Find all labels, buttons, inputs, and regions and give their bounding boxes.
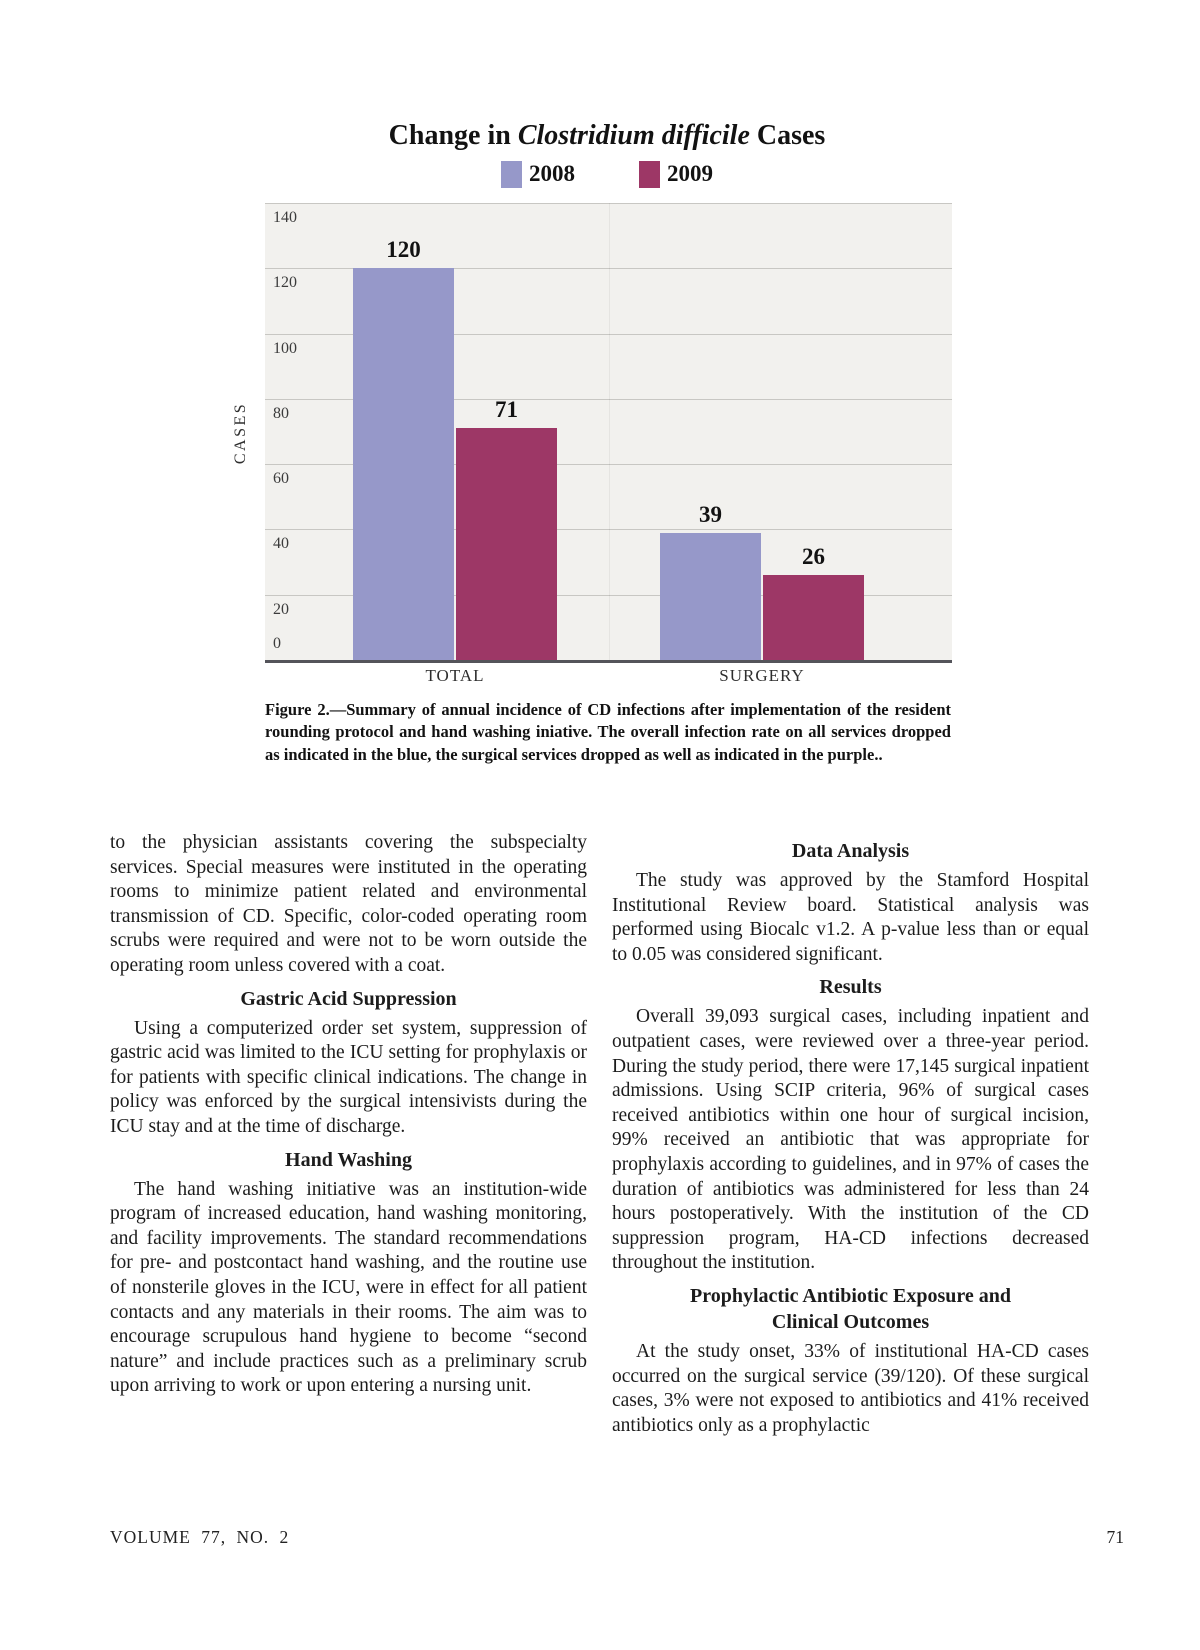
chart-title-italic: Clostridium difficile <box>517 120 750 151</box>
y-tick-label-120: 120 <box>273 274 297 291</box>
bar-2008-surgery <box>660 533 761 660</box>
x-axis-labels: TOTAL SURGERY <box>265 666 952 690</box>
bar-2008-total <box>353 268 454 660</box>
gridline-140 <box>265 203 952 204</box>
section-heading: Prophylactic Antibiotic Exposure and Cli… <box>690 1284 1011 1333</box>
y-tick-label-40: 40 <box>273 535 289 552</box>
legend-label-2009: 2009 <box>667 161 713 186</box>
x-category-label-surgery: SURGERY <box>719 666 805 685</box>
body-paragraph: The hand washing initiative was an insti… <box>110 1178 587 1397</box>
gridline-120 <box>265 268 952 269</box>
bar-value-2008-total: 120 <box>386 237 421 262</box>
bar-2009-total <box>456 428 557 660</box>
legend-label-2008: 2008 <box>529 161 575 186</box>
legend-swatch-2008 <box>501 160 522 188</box>
footer-volume: VOLUME 77, NO. 2 <box>110 1527 290 1547</box>
legend-item-2009: 2009 <box>639 160 713 188</box>
bar-value-2009-total: 71 <box>495 397 518 422</box>
y-axis-title: CASES <box>232 401 249 465</box>
body-paragraph: Using a computerized order set system, s… <box>110 1017 587 1137</box>
y-tick-label-20: 20 <box>273 601 289 618</box>
left-column: to the physician assistants covering the… <box>110 831 587 1399</box>
body-paragraph: Overall 39,093 surgical cases, including… <box>612 1006 1089 1274</box>
gridline-40 <box>265 529 952 530</box>
category-separator-line <box>608 203 610 660</box>
chart-legend: 2008 2009 <box>262 159 952 189</box>
chart-title-suffix: Cases <box>749 120 826 151</box>
figure-caption: Figure 2.—Summary of annual incidence of… <box>265 700 951 764</box>
y-tick-label-100: 100 <box>273 340 297 357</box>
chart-title: Change in Clostridium difficile Cases <box>262 120 952 152</box>
body-paragraph: The study was approved by the Stamford H… <box>612 870 1089 965</box>
section-heading: Data Analysis <box>791 840 910 862</box>
right-column: Data Analysis The study was approved by t… <box>612 831 1089 1438</box>
bar-2009-surgery <box>763 575 864 660</box>
section-heading: Results <box>819 976 882 999</box>
chart-title-prefix: Change in <box>388 120 518 151</box>
bar-value-2008-surgery: 39 <box>699 502 722 527</box>
gridline-20 <box>265 595 952 596</box>
section-heading: Gastric Acid Suppression <box>240 987 457 1010</box>
y-tick-label-60: 60 <box>273 470 289 487</box>
x-category-label-total: TOTAL <box>425 666 485 685</box>
section-heading: Hand Washing <box>285 1148 412 1171</box>
bar-value-2009-surgery: 26 <box>802 544 825 569</box>
gridline-80 <box>265 399 952 400</box>
y-tick-label-80: 80 <box>273 405 289 422</box>
legend-item-2008: 2008 <box>501 160 575 188</box>
legend-swatch-2009 <box>639 160 660 188</box>
y-tick-label-0: 0 <box>273 635 281 652</box>
chart-plot: 0 20 40 60 80 100 120 140 120 39 71 26 <box>265 203 952 663</box>
footer-page-number: 71 <box>1106 1527 1125 1547</box>
gridline-60 <box>265 464 952 465</box>
gridline-100 <box>265 334 952 335</box>
body-paragraph: At the study onset, 33% of institutional… <box>612 1340 1089 1436</box>
y-tick-label-140: 140 <box>273 209 297 226</box>
body-paragraph: to the physician assistants covering the… <box>110 832 587 976</box>
